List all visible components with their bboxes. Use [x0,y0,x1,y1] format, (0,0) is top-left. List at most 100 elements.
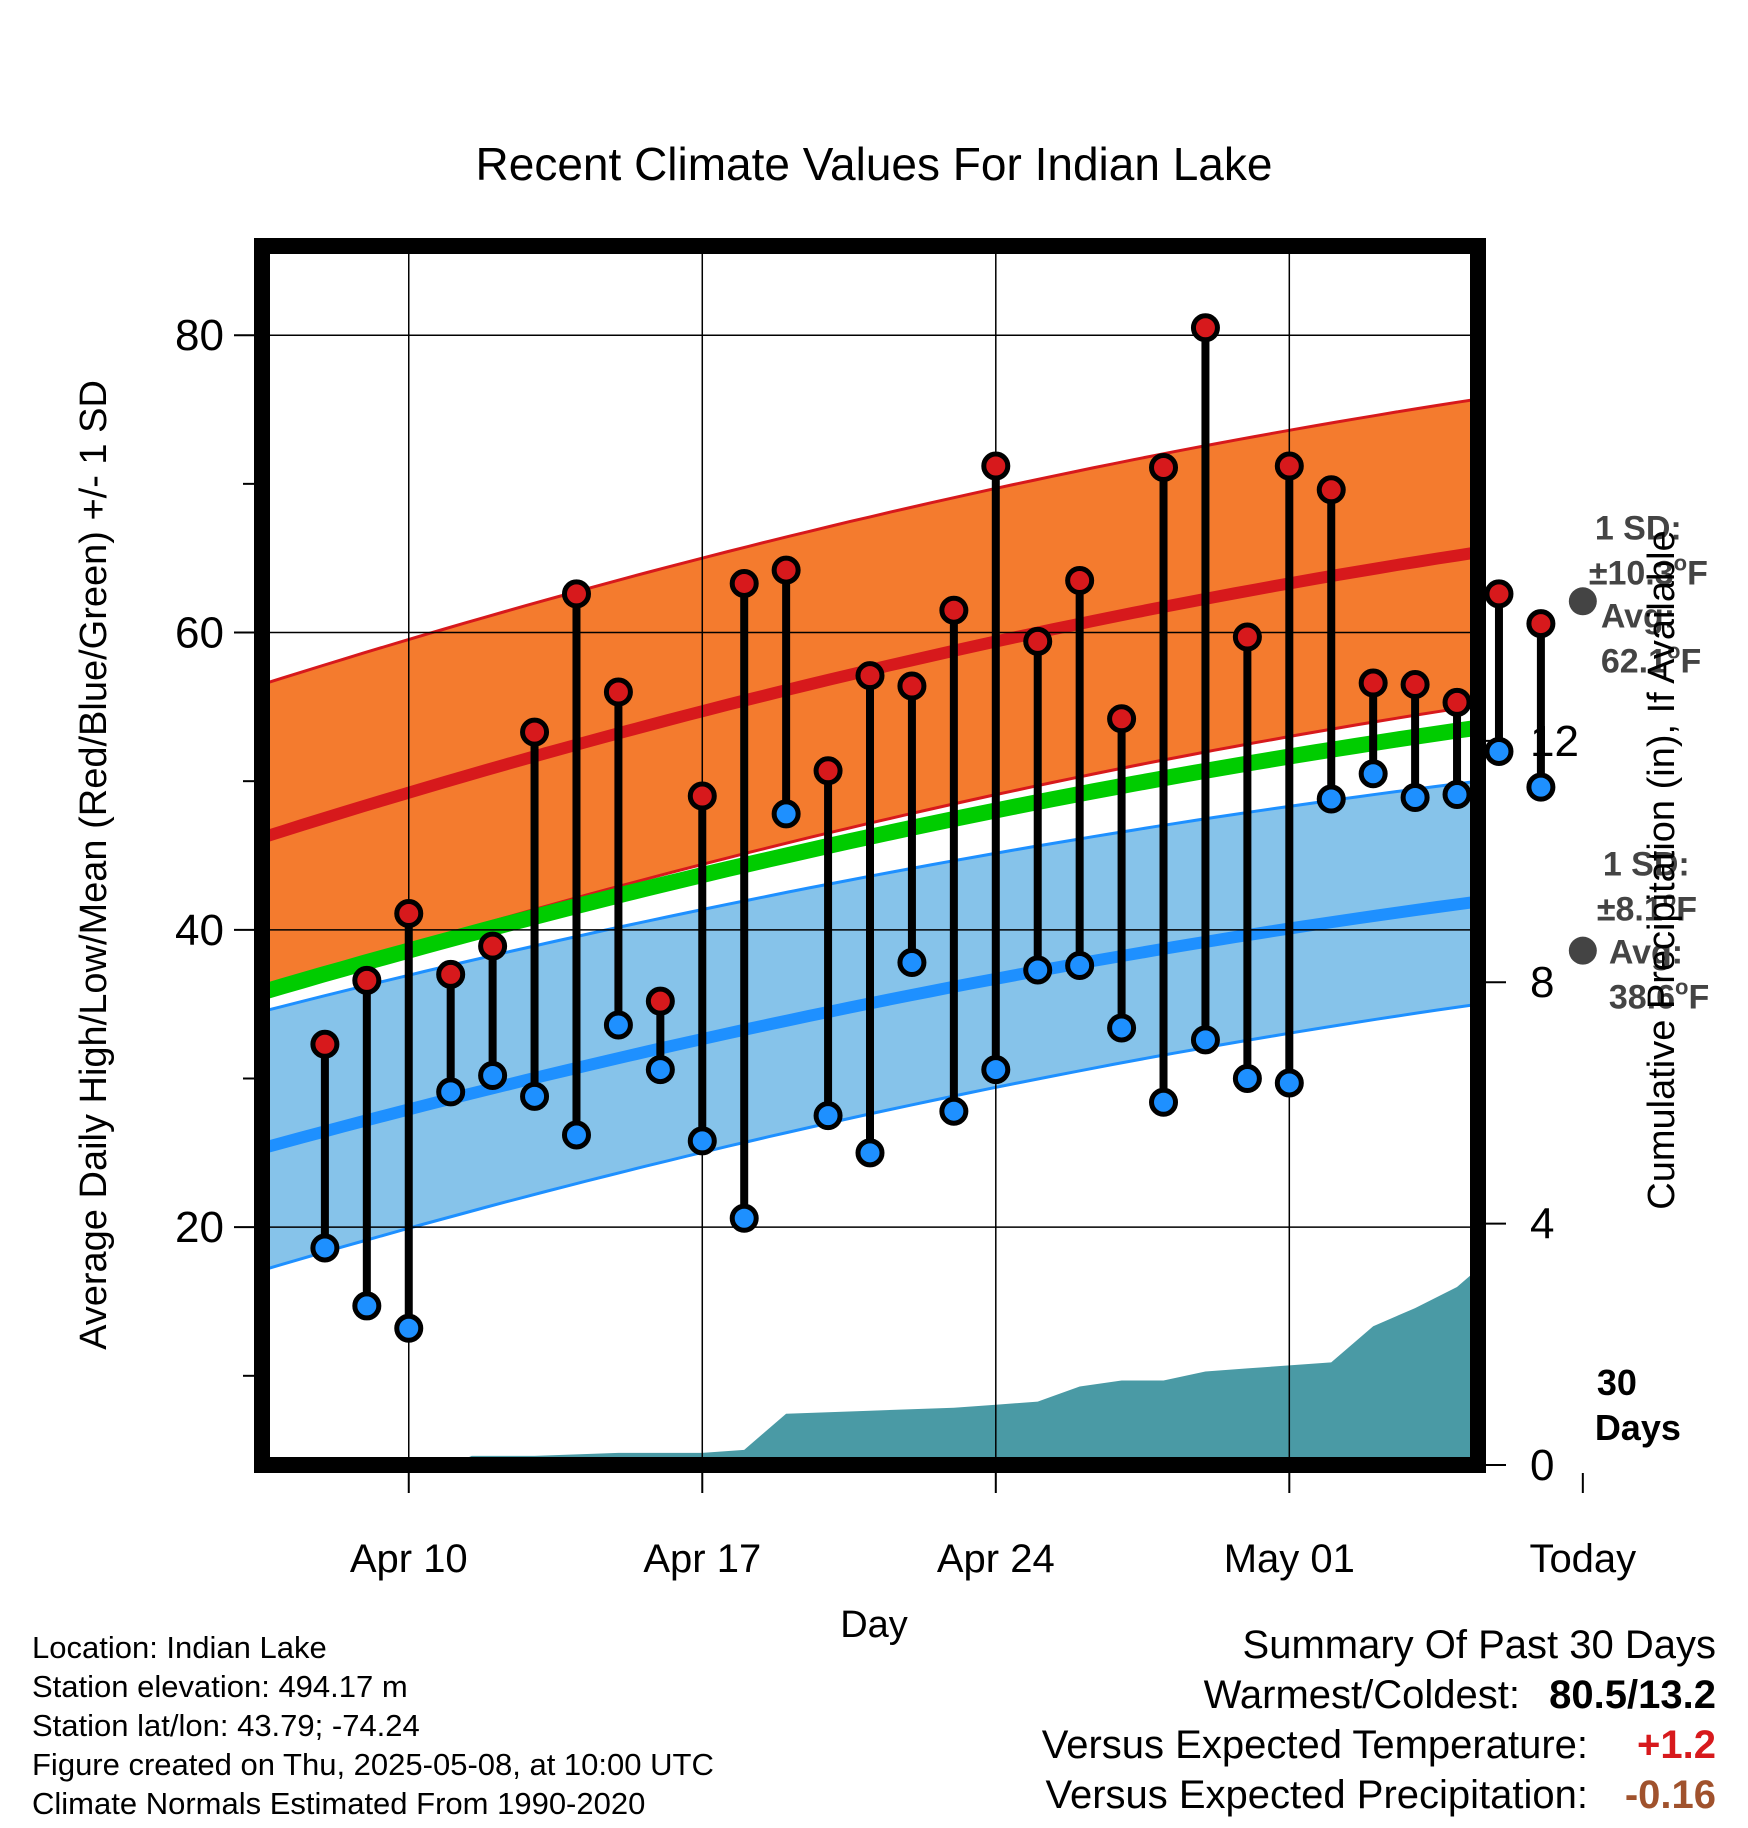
warmest-coldest-value: 80.5/13.2 [1549,1673,1716,1717]
y2-tick-label: 4 [1530,1200,1554,1249]
y-tick-label: 80 [175,311,224,360]
high-avg-unit: F [1680,642,1701,680]
summary-title: Summary Of Past 30 Days [1242,1623,1716,1667]
y-tick-label: 20 [175,1203,224,1252]
high-point [1400,670,1430,700]
precip-period-number: 30 [1597,1362,1637,1403]
high-point [939,595,969,625]
low-point [436,1077,466,1107]
high-point [1190,313,1220,343]
plot-frame [254,238,1486,1473]
high-point [813,756,843,786]
low-point [897,948,927,978]
temperature-value: +1.2 [1637,1723,1716,1767]
high-point [1023,626,1053,656]
low-point [1107,1013,1137,1043]
station-info: Location: Indian Lake Station elevation:… [32,1628,714,1823]
climate-normals: Climate Normals Estimated From 1990-2020 [32,1786,646,1821]
low-sd-value: ±8.1oF [1597,887,1697,929]
high-point [603,677,633,707]
y-axis-label: Average Daily High/Low/Mean (Red/Blue/Gr… [73,380,115,1350]
station-elevation: Station elevation: 494.17 m [32,1669,408,1704]
low-sd-unit: F [1676,891,1697,929]
low-point [352,1291,382,1321]
low-point [1023,955,1053,985]
high-point [394,898,424,928]
x-tick-label: May 01 [1224,1537,1355,1581]
low-point [478,1061,508,1091]
low-point [1316,784,1346,814]
low-point [981,1055,1011,1085]
x-tick-label: Apr 10 [350,1537,468,1581]
high-sd-degree: o [1674,550,1687,575]
low-point [645,1055,675,1085]
high-sd-unit: F [1687,554,1708,592]
low-point [520,1081,550,1111]
low-point [939,1096,969,1126]
low-point [771,799,801,829]
low-avg-degree: o [1675,975,1688,1000]
high-point [897,671,927,701]
y2-tick-label: 12 [1530,717,1579,766]
y2-tick-label: 8 [1530,958,1554,1007]
summary-temperature: Versus Expected Temperature: +1.2 [1042,1720,1716,1770]
x-tick-label: Today [1529,1537,1636,1581]
low-point [1190,1025,1220,1055]
low-point [1526,772,1556,802]
high-point [1316,475,1346,505]
high-point [436,959,466,989]
high-avg-value: 62.1oF [1601,638,1701,680]
high-point [520,717,550,747]
high-point [1442,687,1472,717]
high-point [729,568,759,598]
high-point [771,555,801,585]
high-sd-upper-line [262,397,1478,686]
low-point [1274,1068,1304,1098]
summary-panel: Summary Of Past 30 Days Warmest/Coldest:… [1042,1620,1716,1820]
precipitation-label: Versus Expected Precipitation: [1045,1773,1588,1817]
high-point [310,1029,340,1059]
high-point [1358,668,1388,698]
summary-warmest-coldest: Warmest/Coldest: 80.5/13.2 [1042,1670,1716,1720]
low-point [1232,1063,1262,1093]
high-avg-degree: o [1667,638,1680,663]
precipitation-area [262,1268,1478,1465]
precip-period-unit: Days [1595,1407,1681,1448]
high-avg-title: Avg: [1601,597,1675,635]
low-sd-degree: o [1663,887,1676,912]
high-point [1526,609,1556,639]
high-sd-value: ±10.3oF [1589,550,1708,592]
x-axis-label: Day [840,1604,908,1646]
high-point [645,986,675,1016]
warmest-coldest-label: Warmest/Coldest: [1203,1673,1520,1717]
temperature-label: Versus Expected Temperature: [1041,1723,1588,1767]
low-point [310,1233,340,1263]
y-tick-label: 40 [175,906,224,955]
low-sd-title: 1 SD: [1603,846,1690,884]
today-low-avg-dot [1568,936,1597,965]
low-point [1484,736,1514,766]
high-point [1149,453,1179,483]
low-point [855,1138,885,1168]
low-point [1442,780,1472,810]
station-latlon: Station lat/lon: 43.79; -74.24 [32,1708,420,1743]
low-point [687,1126,717,1156]
low-point [1065,951,1095,981]
today-high-avg-dot [1568,587,1597,616]
y-tick-label: 60 [175,609,224,658]
high-point [1065,565,1095,595]
chart-title: Recent Climate Values For Indian Lake [476,138,1273,190]
low-point [1358,759,1388,789]
low-point [1149,1087,1179,1117]
high-point [855,661,885,691]
high-point [1107,704,1137,734]
station-location: Location: Indian Lake [32,1630,327,1665]
high-point [1274,451,1304,481]
figure-created: Figure created on Thu, 2025-05-08, at 10… [32,1747,714,1782]
y2-tick-label: 0 [1530,1441,1554,1490]
low-point [813,1101,843,1131]
high-point [1484,579,1514,609]
high-point [561,579,591,609]
